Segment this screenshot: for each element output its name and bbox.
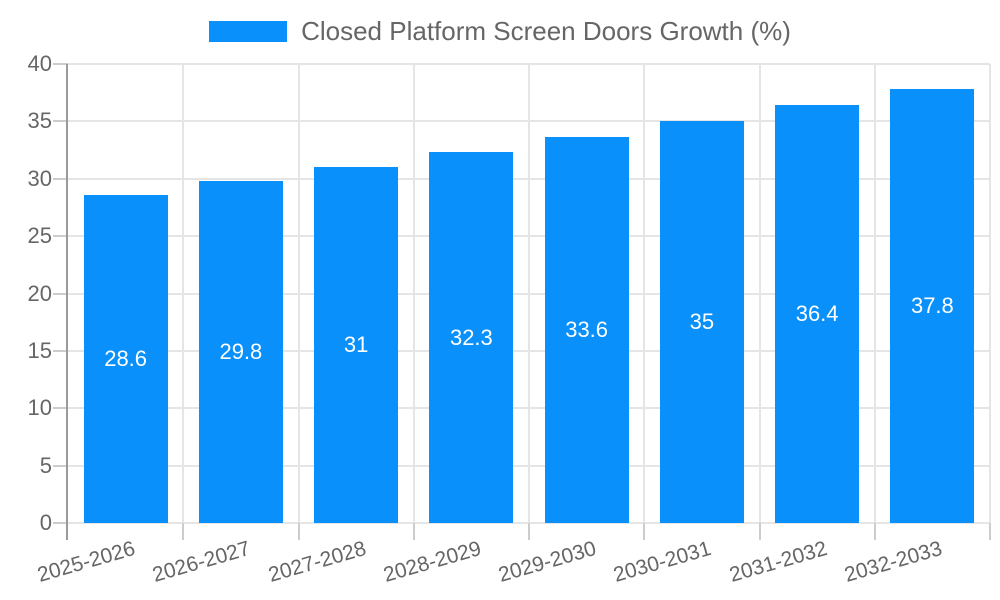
x-tick-label: 2028-2029 xyxy=(380,537,484,587)
x-tick xyxy=(182,523,185,540)
y-tick-label: 5 xyxy=(39,452,52,478)
x-tick-label: 2029-2030 xyxy=(496,537,599,587)
bar[interactable]: 28.6 xyxy=(83,194,168,523)
legend-item[interactable]: Closed Platform Screen Doors Growth (%) xyxy=(0,16,1000,47)
y-gridline xyxy=(68,464,990,467)
y-tick-label: 20 xyxy=(27,280,52,306)
bar-value-label: 36.4 xyxy=(795,301,839,327)
y-tick xyxy=(53,522,68,524)
y-tick xyxy=(53,177,68,180)
x-tick xyxy=(873,523,876,540)
x-tick-label: 2025-2026 xyxy=(35,537,138,587)
y-tick-label: 35 xyxy=(27,108,52,134)
bar-value-label: 37.8 xyxy=(910,293,954,319)
y-gridline xyxy=(68,120,990,123)
x-tick-label: 2027-2028 xyxy=(265,537,369,587)
y-tick-label: 10 xyxy=(27,395,52,421)
y-tick xyxy=(53,235,68,238)
bar-value-label: 31 xyxy=(343,332,369,358)
legend-label: Closed Platform Screen Doors Growth (%) xyxy=(301,16,791,46)
y-tick-label: 40 xyxy=(27,51,52,76)
bar-value-label: 29.8 xyxy=(219,339,263,364)
y-tick-label: 30 xyxy=(27,165,52,191)
y-tick-label: 15 xyxy=(27,337,52,363)
x-tick xyxy=(412,523,415,540)
x-tick-label: 2030-2031 xyxy=(611,537,715,587)
y-gridline xyxy=(68,235,990,238)
x-tick xyxy=(297,523,300,540)
bar-value-label: 32.3 xyxy=(449,324,493,350)
y-tick xyxy=(53,63,68,65)
y-axis-line xyxy=(66,64,68,540)
bar[interactable]: 32.3 xyxy=(429,152,514,523)
y-tick-label: 25 xyxy=(27,223,52,249)
x-tick-label: 2026-2027 xyxy=(150,537,254,587)
y-tick xyxy=(53,292,68,295)
bar[interactable]: 31 xyxy=(314,167,399,523)
x-tick-label: 2031-2032 xyxy=(726,537,830,587)
y-tick-label: 0 xyxy=(39,510,52,535)
bar-value-label: 33.6 xyxy=(565,317,609,343)
bar-value-label: 28.6 xyxy=(104,345,148,371)
x-tick-label: 2032-2033 xyxy=(841,537,945,587)
y-gridline xyxy=(68,63,990,65)
x-tick xyxy=(643,523,646,540)
y-gridline xyxy=(68,349,990,352)
bar[interactable]: 33.6 xyxy=(544,137,629,523)
bar[interactable]: 29.8 xyxy=(198,181,283,523)
x-tick xyxy=(758,523,761,540)
y-tick xyxy=(53,349,68,352)
bar[interactable]: 37.8 xyxy=(890,89,975,523)
x-gridline xyxy=(989,64,991,523)
y-gridline xyxy=(68,177,990,180)
y-gridline xyxy=(68,407,990,410)
x-tick xyxy=(989,523,991,540)
y-gridline xyxy=(68,292,990,295)
x-tick xyxy=(528,523,530,540)
bar[interactable]: 36.4 xyxy=(775,105,860,523)
y-tick xyxy=(53,120,68,123)
legend-swatch xyxy=(209,21,288,42)
y-tick xyxy=(53,464,68,467)
y-tick xyxy=(53,407,68,410)
bar[interactable]: 35 xyxy=(659,121,744,523)
bar-value-label: 35 xyxy=(689,309,715,335)
